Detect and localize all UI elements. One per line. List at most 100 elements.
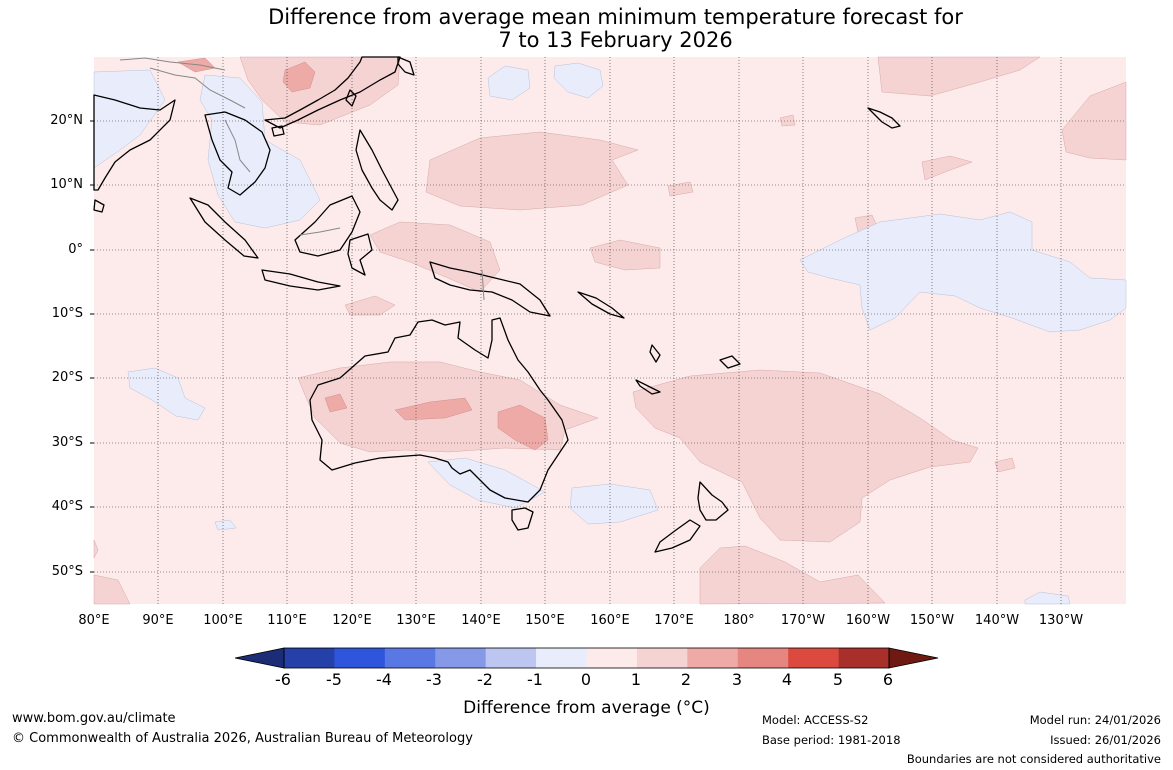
lon-label-80e: 80°E <box>78 613 110 628</box>
boundary-asia-1 <box>149 67 246 109</box>
anomaly-region-southern-ocean <box>699 545 886 605</box>
coast-new-guinea <box>429 261 551 317</box>
lat-label-20s: 20°S <box>51 370 83 385</box>
colorbar-label-5: 5 <box>832 670 844 689</box>
anomaly-region-coral <box>344 295 396 316</box>
coast-vanuatu <box>649 344 661 363</box>
lon-label-100e: 100°E <box>203 613 243 628</box>
anomaly-1-to-2-regions <box>93 56 1127 605</box>
boundary-new-guinea <box>481 269 485 301</box>
colorbar-label-neg4: -4 <box>376 670 392 689</box>
coast-hawaii <box>867 107 901 129</box>
footer-website: www.bom.gov.au/climate <box>12 711 176 726</box>
lon-label-160e: 160°E <box>590 613 630 628</box>
coast-philippines <box>355 129 399 211</box>
anomaly-region-north-east-pacific <box>877 56 1041 97</box>
boundary-asia-3 <box>224 119 251 173</box>
coast-java <box>261 269 341 291</box>
boundary-asia-2 <box>119 57 226 71</box>
lon-label-130w: 130°W <box>1038 613 1084 628</box>
lon-label-180: 180° <box>723 613 755 628</box>
coast-hainan <box>271 125 285 137</box>
colorbar-label-neg2: -2 <box>477 670 493 689</box>
anomaly-region-north-central-pacific <box>553 62 604 99</box>
lat-label-10n: 10°N <box>50 177 83 192</box>
lon-label-150w: 150°W <box>909 613 955 628</box>
lat-label-0: 0° <box>68 242 83 257</box>
colorbar-label-1: 1 <box>630 670 642 689</box>
coast-sumatra <box>189 197 259 259</box>
chart-title-line-1: Difference from average mean minimum tem… <box>268 5 963 29</box>
lat-label-50s: 50°S <box>51 564 83 579</box>
colorbar-label-2: 2 <box>680 670 692 689</box>
colorbar-label-neg3: -3 <box>426 670 442 689</box>
footer-base-period: Base period: 1981-2018 <box>762 733 901 747</box>
coastlines <box>93 56 901 553</box>
coast-tasmania <box>511 507 534 531</box>
lon-label-130e: 130°E <box>396 613 436 628</box>
coast-japan <box>397 56 415 76</box>
axis-ticks <box>90 120 94 573</box>
coast-borneo <box>294 195 361 257</box>
anomaly-region-australia-core-central <box>394 397 473 421</box>
anomaly-region-solomon-sea <box>589 239 661 271</box>
lon-label-140e: 140°E <box>461 613 501 628</box>
footer-disclaimer: Boundaries are not considered authoritat… <box>906 752 1161 766</box>
lon-label-170e: 170°E <box>654 613 694 628</box>
colorbar-label-neg6: -6 <box>275 670 291 689</box>
footer-model-run: Model run: 24/01/2026 <box>1029 713 1161 727</box>
lon-label-170w: 170°W <box>780 613 826 628</box>
colorbar-title: Difference from average (°C) <box>463 698 710 718</box>
lat-label-20n: 20°N <box>50 113 83 128</box>
anomaly-region-tasman <box>569 483 659 525</box>
coast-australia <box>309 317 569 503</box>
footer-copyright: © Commonwealth of Australia 2026, Austra… <box>12 731 473 746</box>
country-boundaries <box>119 57 485 301</box>
anomaly-region-tasman-pacific <box>632 369 979 543</box>
colorbar-label-3: 3 <box>731 670 743 689</box>
lat-label-40s: 40°S <box>51 499 83 514</box>
coast-new-zealand-north <box>697 481 729 521</box>
coast-india <box>93 94 176 191</box>
anomaly-region-small-indian <box>214 519 237 531</box>
coast-sulawesi <box>347 233 373 276</box>
lon-label-90e: 90°E <box>142 613 174 628</box>
lat-label-10s: 10°S <box>51 306 83 321</box>
anomaly-2-to-3-regions <box>177 57 549 451</box>
lon-label-140w: 140°W <box>974 613 1020 628</box>
lon-label-150e: 150°E <box>525 613 565 628</box>
footer-issued: Issued: 26/01/2026 <box>1050 733 1161 747</box>
anomaly-region-china-core <box>282 61 316 93</box>
anomaly-region-new-guinea <box>369 221 501 293</box>
coast-indochina <box>204 111 271 196</box>
anomaly-region-indian-ocean <box>127 367 206 421</box>
coast-solomon <box>577 291 625 319</box>
anomaly-region-north-pacific <box>425 131 639 211</box>
lon-label-110e: 110°E <box>267 613 307 628</box>
chart-title-line-2: 7 to 13 February 2026 <box>498 28 733 52</box>
anomaly-region-hawaii <box>921 155 973 181</box>
coast-new-zealand-south <box>654 519 701 553</box>
anomaly-region-west-edge <box>93 539 99 559</box>
lat-label-30s: 30°S <box>51 435 83 450</box>
colorbar-label-0: 0 <box>580 670 592 689</box>
anomaly-region-australia-core-west <box>324 393 348 413</box>
coast-fiji <box>719 355 741 369</box>
anomaly-region-southern-east <box>1024 591 1071 605</box>
coast-sri-lanka <box>93 199 105 213</box>
coast-china <box>264 56 401 129</box>
anomaly-region-west-southern-ocean <box>93 574 131 605</box>
colorbar-label-6: 6 <box>882 670 894 689</box>
anomaly-region-east-pacific-small <box>779 114 796 127</box>
colorbar-label-neg1: -1 <box>527 670 543 689</box>
footer-model: Model: ACCESS-S2 <box>762 713 869 727</box>
anomaly-region-east-equatorial-pacific <box>799 211 1127 333</box>
lon-label-160w: 160°W <box>845 613 891 628</box>
boundary-borneo <box>299 227 341 236</box>
colorbar-label-4: 4 <box>781 670 793 689</box>
coast-new-caledonia <box>635 379 661 395</box>
lon-label-120e: 120°E <box>332 613 372 628</box>
anomaly-region-australia-core-east <box>497 404 549 451</box>
anomaly-region-philippine-sea <box>487 65 531 101</box>
